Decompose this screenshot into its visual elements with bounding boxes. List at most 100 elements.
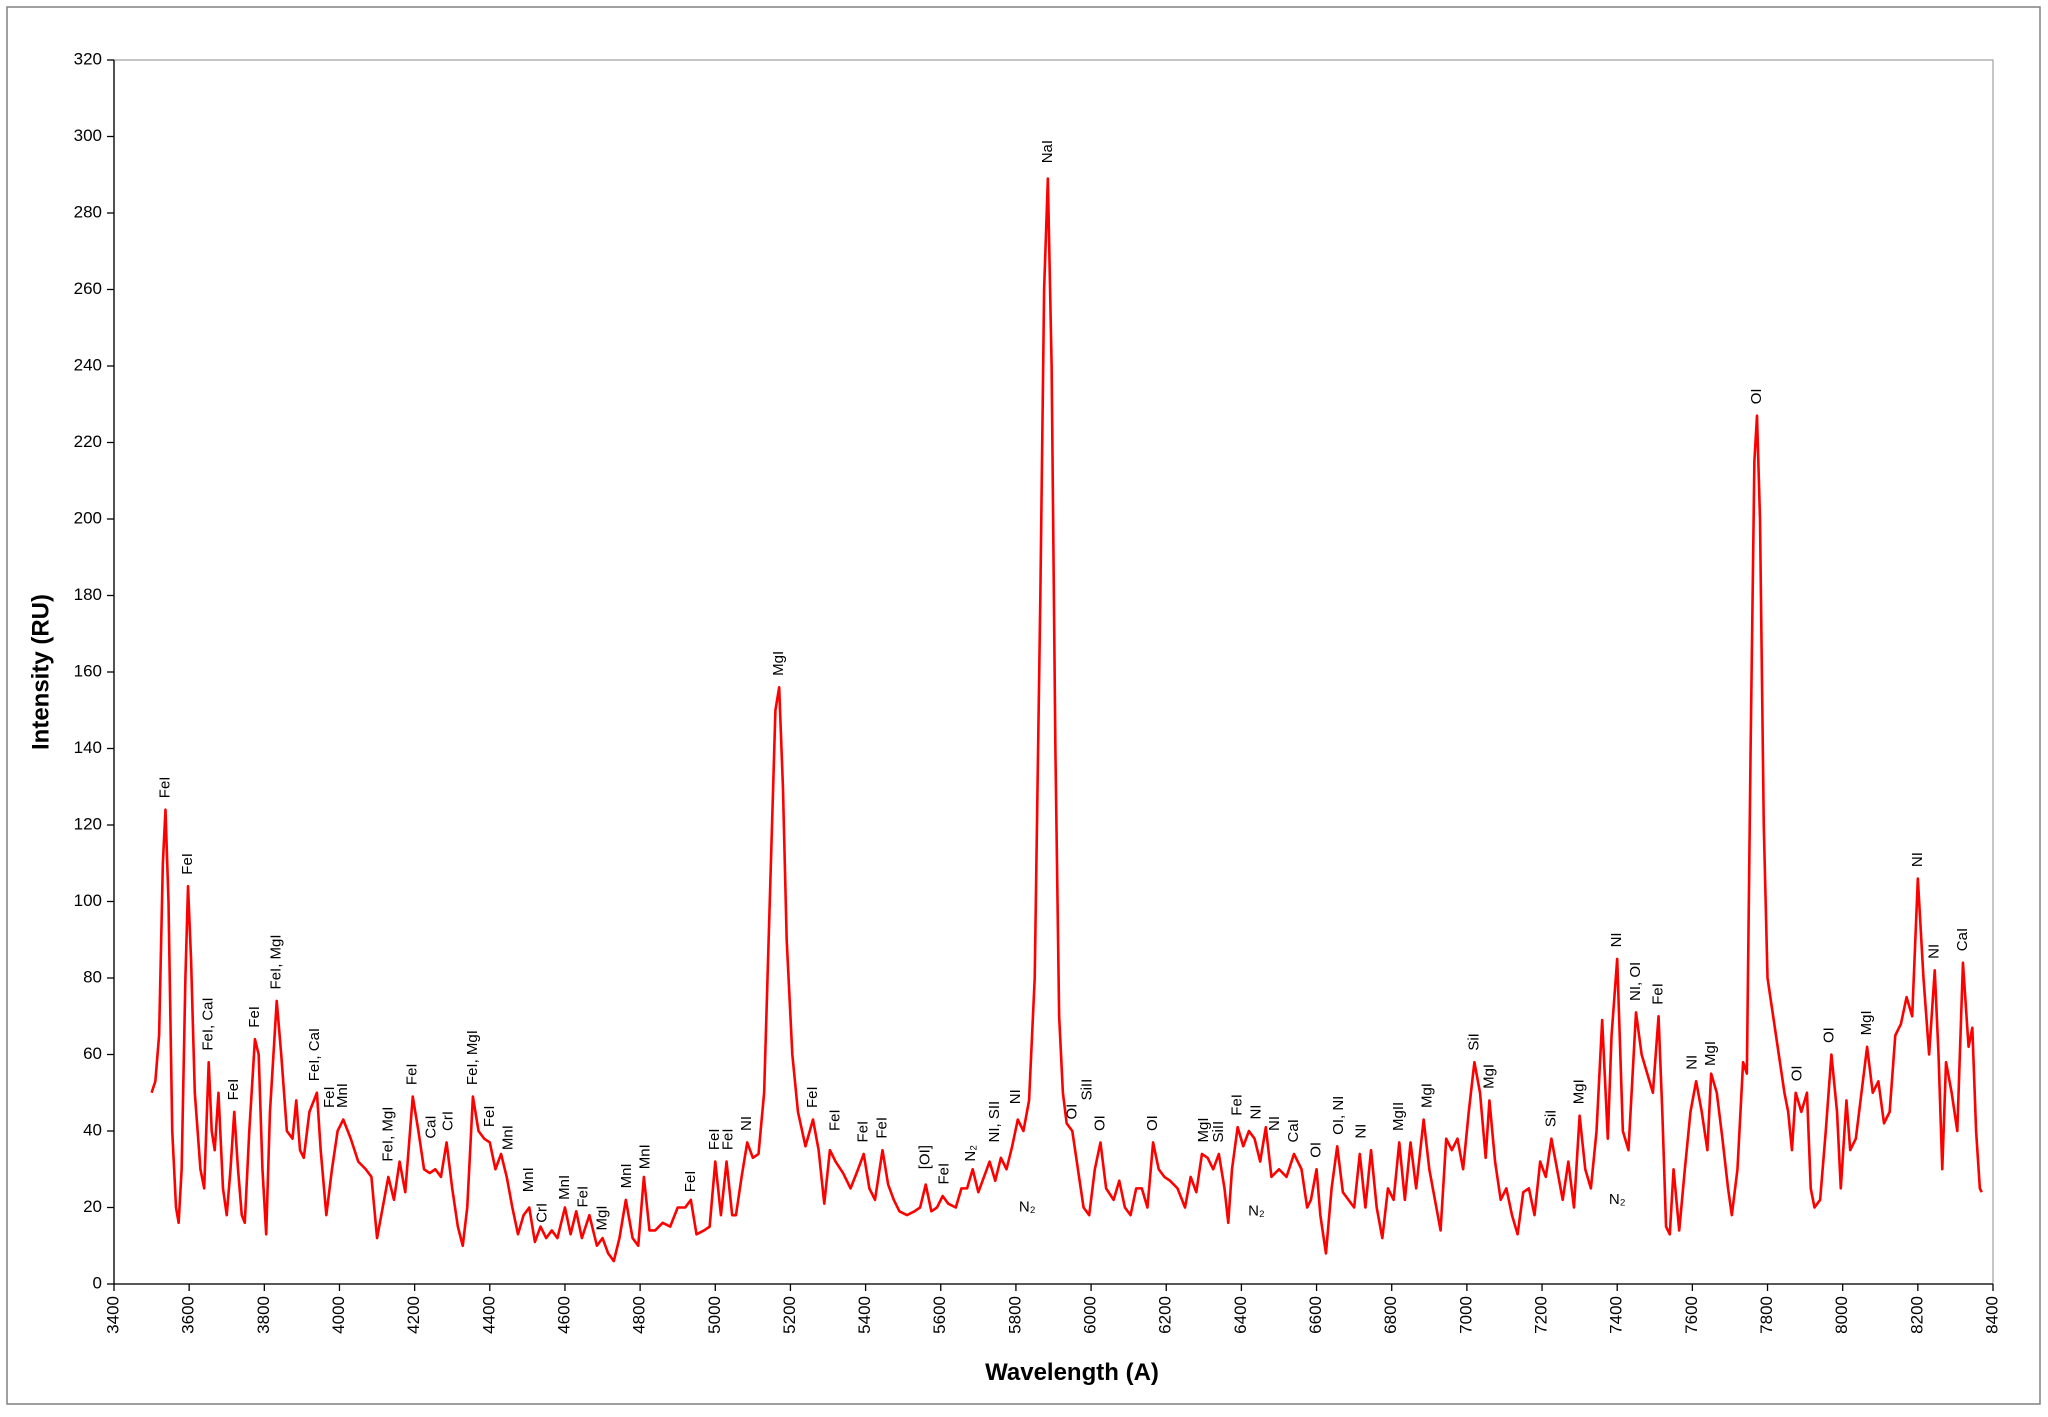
line-label: NI <box>1007 1089 1024 1104</box>
line-label: FeI, MgI <box>464 1030 481 1085</box>
x-tick-label: 5000 <box>705 1296 724 1334</box>
line-label: NI <box>1926 944 1943 959</box>
line-label: FeI <box>321 1086 338 1108</box>
line-label: FeI <box>935 1163 952 1185</box>
x-tick-label: 4400 <box>479 1296 498 1334</box>
line-label: FeI <box>225 1079 242 1101</box>
line-label: N₂ <box>1019 1198 1036 1215</box>
line-label: SiI <box>1542 1110 1559 1128</box>
y-tick-label: 200 <box>74 508 102 527</box>
y-tick-label: 240 <box>74 355 102 374</box>
line-label: FeI <box>156 777 173 799</box>
line-label: MgI <box>1195 1117 1212 1142</box>
line-label: OI <box>1144 1115 1161 1131</box>
line-label: NI <box>1266 1116 1283 1131</box>
y-tick-label: 220 <box>74 432 102 451</box>
x-tick-label: 7000 <box>1456 1296 1475 1334</box>
line-label: OI <box>1308 1142 1325 1158</box>
line-label: FeI <box>246 1006 263 1028</box>
line-label: MnI <box>500 1125 517 1150</box>
x-tick-label: 6000 <box>1081 1296 1100 1334</box>
line-label: NaI <box>1039 140 1056 163</box>
line-label: MnI <box>520 1167 537 1192</box>
line-label: MgII <box>1390 1102 1407 1131</box>
y-tick-label: 180 <box>74 585 102 604</box>
line-label: MnI <box>618 1163 635 1188</box>
y-tick-label: 0 <box>93 1273 102 1292</box>
y-tick-label: 260 <box>74 279 102 298</box>
x-tick-label: 8000 <box>1832 1296 1851 1334</box>
line-label: OI <box>1748 388 1765 404</box>
y-tick-label: 160 <box>74 661 102 680</box>
y-tick-label: 100 <box>74 891 102 910</box>
y-axis-title: Intensity (RU) <box>27 594 54 750</box>
line-label: FeI <box>873 1117 890 1139</box>
line-label: OI <box>1789 1065 1806 1081</box>
x-tick-label: 6800 <box>1381 1296 1400 1334</box>
line-label: MnI <box>556 1175 573 1200</box>
x-tick-label: 6600 <box>1306 1296 1325 1334</box>
line-label: N₂ <box>1248 1202 1265 1219</box>
line-label: OI <box>1091 1115 1108 1131</box>
y-tick-label: 320 <box>74 49 102 68</box>
y-tick-label: 40 <box>83 1120 102 1139</box>
line-label: MnI <box>334 1083 351 1108</box>
line-label: SiII <box>1210 1121 1227 1143</box>
y-tick-label: 60 <box>83 1044 102 1063</box>
line-label: OI, NI <box>1330 1096 1347 1135</box>
line-label: NI <box>738 1116 755 1131</box>
line-label: FeI <box>1229 1094 1246 1116</box>
line-label: NI <box>1247 1105 1264 1120</box>
y-tick-label: 120 <box>74 814 102 833</box>
line-label: FeI <box>804 1086 821 1108</box>
line-label: MgI <box>1480 1064 1497 1089</box>
line-label: CaI <box>1954 928 1971 951</box>
line-label: CrI <box>533 1203 550 1223</box>
line-label: NI, OI <box>1627 962 1644 1001</box>
x-axis-title: Wavelength (A) <box>985 1359 1159 1386</box>
x-tick-label: 6400 <box>1231 1296 1250 1334</box>
line-label: FeI, MgI <box>379 1107 396 1162</box>
line-label: N₂ <box>1609 1191 1626 1208</box>
line-label: FeI <box>827 1109 844 1131</box>
line-label: FeI, CaI <box>200 997 217 1050</box>
y-tick-label: 20 <box>83 1197 102 1216</box>
x-tick-label: 3800 <box>254 1296 273 1334</box>
line-label: FeI <box>481 1105 498 1127</box>
y-tick-label: 300 <box>74 126 102 145</box>
line-label: FeI <box>706 1128 723 1150</box>
line-label: NI, SII <box>986 1101 1003 1143</box>
chart-border <box>6 6 2041 1405</box>
line-label: FeI <box>682 1171 699 1193</box>
line-label: NI <box>1608 932 1625 947</box>
line-label: N₂ <box>962 1145 979 1162</box>
x-tick-label: 7200 <box>1532 1296 1551 1334</box>
x-tick-label: 5200 <box>780 1296 799 1334</box>
x-tick-label: 4800 <box>630 1296 649 1334</box>
line-label: FeI <box>404 1063 421 1085</box>
line-label: CaI <box>423 1115 440 1138</box>
line-label: MgI <box>1418 1083 1435 1108</box>
line-label: OI <box>1063 1104 1080 1120</box>
line-label: FeI <box>179 853 196 875</box>
line-label: MgI <box>1858 1010 1875 1035</box>
line-label: FeI, CaI <box>306 1028 323 1081</box>
spectrum-line <box>150 177 1983 1263</box>
x-tick-label: 7800 <box>1757 1296 1776 1334</box>
x-tick-label: 8400 <box>1982 1296 2001 1334</box>
x-tick-label: 5600 <box>930 1296 949 1334</box>
y-tick-label: 80 <box>83 967 102 986</box>
line-label: MgI <box>1702 1041 1719 1066</box>
x-tick-label: 5400 <box>855 1296 874 1334</box>
line-label: CaI <box>1285 1119 1302 1142</box>
x-tick-label: 4200 <box>404 1296 423 1334</box>
line-label: SiII <box>1078 1079 1095 1101</box>
line-label: MgI <box>1571 1079 1588 1104</box>
line-label: MgI <box>770 651 787 676</box>
line-label: FeI, MgI <box>268 934 285 989</box>
line-label: FeI <box>855 1121 872 1143</box>
x-tick-label: 5800 <box>1005 1296 1024 1334</box>
line-label: MgI <box>594 1205 611 1230</box>
x-tick-label: 3600 <box>179 1296 198 1334</box>
x-tick-label: 6200 <box>1156 1296 1175 1334</box>
